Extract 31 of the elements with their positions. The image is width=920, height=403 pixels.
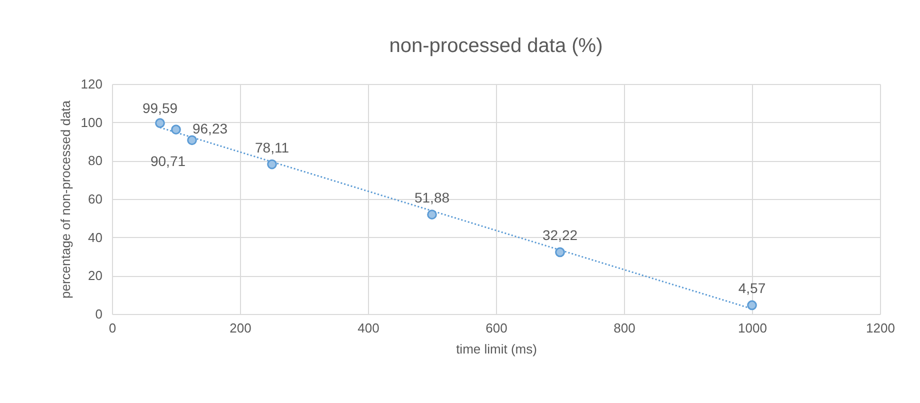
point — [555, 247, 565, 258]
point — [267, 159, 277, 170]
data-label: 4,57 — [738, 280, 766, 296]
y-tick-label: 40 — [88, 230, 102, 245]
point — [747, 300, 757, 310]
x-tick-label: 1200 — [866, 320, 895, 336]
data-label: 32,22 — [542, 227, 578, 244]
y-axis-title: percentage of non-processed data — [58, 100, 73, 299]
x-tick-label: 1000 — [738, 320, 767, 336]
x-tick-label: 800 — [614, 320, 636, 336]
point — [171, 124, 181, 134]
y-tick-label: 100 — [80, 114, 102, 130]
y-tick-label: 20 — [88, 268, 102, 284]
x-tick-label: 600 — [486, 320, 508, 336]
y-tick-label: 120 — [80, 76, 102, 92]
data-label: 78,11 — [255, 139, 290, 156]
x-axis-title: time limit (ms) — [456, 342, 537, 356]
data-label: 51,88 — [414, 190, 450, 206]
y-tick-label: 60 — [88, 192, 102, 206]
data-label: 99,59 — [142, 100, 178, 116]
point — [187, 135, 197, 146]
y-tick-label: 0 — [95, 306, 102, 322]
chart-title: non-processed data (%) — [389, 35, 603, 57]
x-tick-label: 0 — [108, 320, 116, 336]
y-tick-label: 80 — [88, 153, 102, 168]
x-tick-label: 200 — [230, 320, 252, 336]
data-label: 90,71 — [150, 153, 186, 170]
point — [427, 210, 437, 220]
point — [155, 118, 165, 128]
data-label: 96,23 — [192, 120, 228, 137]
x-tick-label: 400 — [358, 320, 380, 336]
